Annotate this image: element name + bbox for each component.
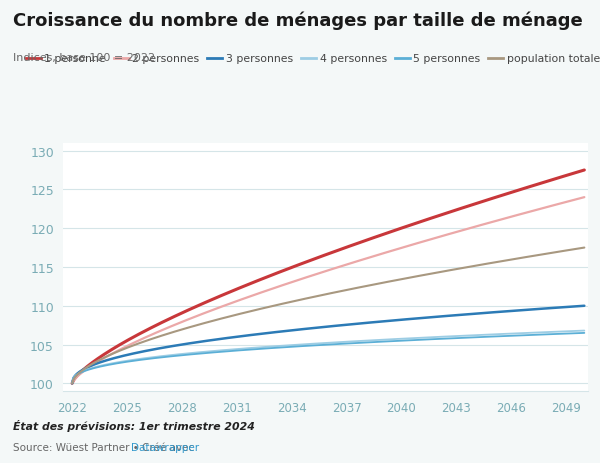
Legend: 1 personne, 2 personnes, 3 personnes, 4 personnes, 5 personnes, population total: 1 personne, 2 personnes, 3 personnes, 4 …: [21, 50, 600, 69]
Text: Indices, base 100 = 2022: Indices, base 100 = 2022: [13, 53, 155, 63]
Text: Source: Wüest Partner • Créé avec: Source: Wüest Partner • Créé avec: [13, 442, 197, 452]
Text: Croissance du nombre de ménages par taille de ménage: Croissance du nombre de ménages par tail…: [13, 12, 583, 30]
Text: État des prévisions: 1er trimestre 2024: État des prévisions: 1er trimestre 2024: [13, 419, 255, 431]
Text: Datawrapper: Datawrapper: [131, 442, 199, 452]
